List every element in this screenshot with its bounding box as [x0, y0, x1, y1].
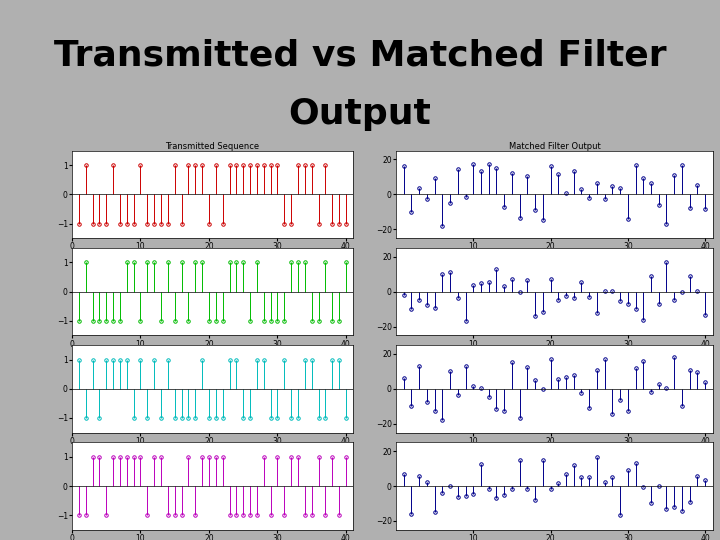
Title: Transmitted Sequence: Transmitted Sequence — [166, 141, 259, 151]
Title: Matched Filter Output: Matched Filter Output — [508, 141, 600, 151]
Text: Output: Output — [289, 97, 431, 131]
Text: Transmitted vs Matched Filter: Transmitted vs Matched Filter — [54, 38, 666, 72]
